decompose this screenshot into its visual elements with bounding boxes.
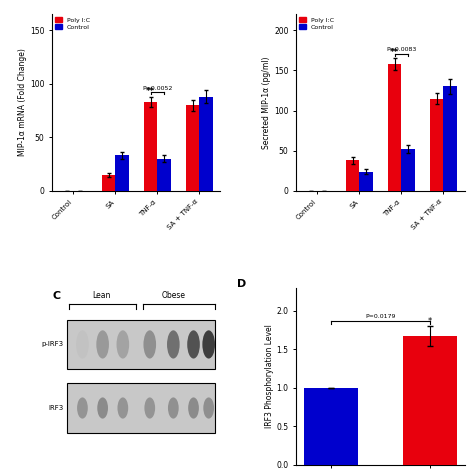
Text: **: ** — [146, 87, 155, 96]
Text: P=0.0052: P=0.0052 — [142, 86, 173, 91]
Y-axis label: IRF3 Phosphorylation Level: IRF3 Phosphorylation Level — [264, 324, 273, 428]
Bar — [388, 64, 401, 191]
Ellipse shape — [168, 397, 179, 419]
Text: Obese: Obese — [161, 292, 185, 301]
Ellipse shape — [203, 397, 214, 419]
Text: C: C — [52, 292, 60, 301]
Bar — [443, 86, 457, 191]
Text: P=0.0083: P=0.0083 — [386, 47, 417, 52]
Ellipse shape — [144, 330, 156, 358]
Y-axis label: Secreted MIP-1α (pg/ml): Secreted MIP-1α (pg/ml) — [262, 56, 271, 149]
Ellipse shape — [167, 330, 180, 358]
Bar — [144, 102, 157, 191]
Bar — [67, 383, 215, 433]
Ellipse shape — [145, 397, 155, 419]
Legend: Poly I:C, Control: Poly I:C, Control — [55, 18, 90, 30]
Bar — [200, 97, 213, 191]
Bar — [102, 175, 115, 191]
Ellipse shape — [96, 330, 109, 358]
Y-axis label: MIP-1α mRNA (Fold Change): MIP-1α mRNA (Fold Change) — [18, 48, 27, 156]
Ellipse shape — [76, 330, 89, 358]
Bar — [186, 105, 200, 191]
Text: p-IRF3: p-IRF3 — [42, 341, 64, 347]
Bar — [430, 99, 443, 191]
Text: IRF3: IRF3 — [49, 405, 64, 411]
Ellipse shape — [77, 397, 88, 419]
Ellipse shape — [97, 397, 108, 419]
Ellipse shape — [202, 330, 215, 358]
Bar — [402, 336, 457, 465]
Ellipse shape — [187, 330, 200, 358]
Bar — [346, 160, 359, 191]
Text: Lean: Lean — [92, 292, 110, 301]
Bar — [67, 320, 215, 369]
Text: P=0.0179: P=0.0179 — [365, 314, 396, 319]
Text: **: ** — [390, 48, 399, 57]
Bar — [115, 155, 129, 191]
Ellipse shape — [118, 397, 128, 419]
Legend: Poly I:C, Control: Poly I:C, Control — [299, 18, 334, 30]
Ellipse shape — [188, 397, 199, 419]
Bar — [359, 172, 373, 191]
Text: *: * — [428, 317, 432, 326]
Ellipse shape — [117, 330, 129, 358]
Bar — [401, 149, 415, 191]
Bar — [304, 388, 358, 465]
Text: D: D — [237, 279, 246, 289]
Bar — [157, 159, 171, 191]
